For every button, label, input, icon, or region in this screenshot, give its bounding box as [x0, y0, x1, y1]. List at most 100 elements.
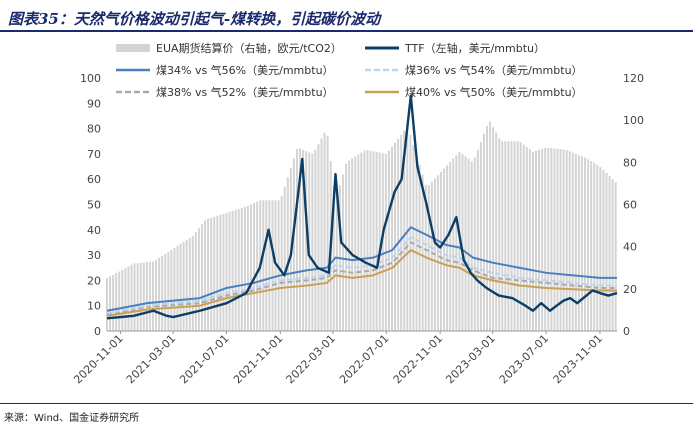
eua-bar-75: [335, 195, 338, 331]
eua-bar-71: [323, 132, 326, 331]
eua-bar-5: [121, 269, 124, 331]
x-tick-label-1: 2021-03-01: [124, 332, 178, 386]
eua-bar-161: [599, 166, 602, 331]
eua-bar-66: [308, 152, 311, 331]
eua-bar-31: [201, 224, 203, 331]
eua-bar-46: [246, 205, 249, 331]
eua-bar-69: [317, 144, 320, 331]
eua-bar-70: [320, 138, 323, 331]
left-tick-label-2: 20: [87, 274, 101, 287]
eua-bar-63: [299, 148, 302, 331]
eua-bar-162: [602, 170, 605, 331]
eua-bar-29: [194, 232, 197, 331]
eua-bar-25: [182, 242, 185, 331]
eua-bar-110: [443, 168, 446, 331]
x-tick-label-2: 2021-07-01: [177, 332, 231, 386]
eua-bar-77: [341, 174, 344, 331]
eua-bar-98: [406, 127, 409, 331]
eua-bar-113: [452, 158, 455, 331]
eua-bar-40: [228, 211, 231, 331]
eua-bar-154: [577, 155, 580, 331]
eua-bar-3: [115, 273, 118, 331]
eua-bar-84: [363, 150, 366, 331]
eua-bar-39: [225, 212, 228, 331]
eua-bar-140: [535, 150, 538, 331]
legend-swatch-eua: [116, 44, 150, 52]
right-tick-label-3: 60: [623, 199, 637, 212]
eua-bar-57: [280, 196, 283, 331]
eua-bar-138: [528, 149, 531, 331]
eua-bar-26: [185, 240, 188, 331]
eua-bar-13: [145, 262, 148, 331]
eua-bar-117: [464, 156, 467, 331]
eua-bar-42: [234, 209, 237, 331]
eua-bar-101: [415, 154, 418, 331]
eua-bar-147: [556, 148, 559, 331]
left-tick-label-5: 50: [87, 199, 101, 212]
right-tick-label-2: 40: [623, 241, 637, 254]
eua-bar-1: [109, 276, 112, 331]
eua-bar-2: [112, 274, 115, 331]
eua-bar-91: [384, 153, 387, 331]
left-tick-label-6: 60: [87, 173, 101, 186]
title-divider: [0, 30, 693, 32]
eua-bar-126: [492, 127, 495, 331]
eua-bar-82: [357, 154, 360, 331]
eua-bar-130: [504, 141, 507, 331]
eua-bar-86: [369, 150, 372, 331]
eua-bar-127: [495, 132, 498, 331]
eua-bar-38: [222, 213, 225, 331]
eua-bar-32: [204, 220, 207, 331]
eua-bar-155: [580, 156, 583, 331]
left-tick-label-9: 90: [87, 97, 101, 110]
eua-bar-7: [127, 266, 130, 331]
eua-bar-103: [421, 174, 424, 331]
eua-bar-106: [430, 181, 433, 331]
eua-bar-150: [565, 150, 568, 331]
eua-bar-93: [390, 146, 393, 331]
eua-bar-87: [372, 151, 375, 331]
left-tick-label-3: 30: [87, 249, 101, 262]
eua-bar-149: [562, 149, 565, 331]
eua-bar-146: [553, 148, 556, 331]
eua-bar-165: [611, 179, 614, 331]
eua-bar-28: [191, 236, 194, 332]
eua-bar-36: [216, 215, 219, 331]
eua-bar-65: [305, 151, 308, 331]
legend-label-eua: EUA期货结算价（右轴，欧元/tCO2）: [156, 41, 342, 55]
eua-bar-136: [522, 144, 525, 331]
eua-bar-81: [354, 156, 357, 331]
series-line-c38: [106, 241, 617, 316]
eua-bar-53: [268, 200, 271, 331]
eua-bar-157: [587, 159, 590, 331]
eua-bar-164: [608, 176, 611, 331]
eua-bar-54: [271, 200, 274, 331]
eua-bar-45: [243, 207, 246, 331]
eua-bar-21: [170, 249, 173, 331]
x-tick-label-5: 2022-07-01: [337, 332, 391, 386]
eua-bar-41: [231, 210, 234, 331]
eua-bar-121: [476, 149, 479, 331]
legend-label-c38: 煤38% vs 气52%（美元/mmbtu）: [156, 85, 334, 99]
eua-bar-83: [360, 152, 363, 331]
eua-bar-11: [139, 262, 142, 331]
eua-bar-15: [151, 261, 154, 331]
series-line-c36: [106, 236, 617, 315]
eua-bar-51: [262, 200, 265, 331]
eua-bar-152: [571, 152, 574, 331]
eua-bar-158: [590, 161, 593, 331]
eua-bar-79: [348, 160, 351, 331]
right-tick-label-0: 0: [623, 325, 630, 338]
eua-bar-58: [283, 186, 286, 331]
right-tick-label-1: 20: [623, 283, 637, 296]
eua-bar-111: [446, 165, 449, 331]
eua-bar-144: [547, 147, 550, 331]
eua-bar-59: [286, 177, 289, 331]
eua-bar-89: [378, 152, 381, 331]
eua-bar-0: [106, 278, 108, 331]
eua-bar-143: [544, 147, 547, 331]
x-tick-label-9: 2023-11-01: [551, 332, 605, 386]
eua-bar-135: [519, 142, 522, 331]
eua-bar-80: [351, 158, 354, 331]
